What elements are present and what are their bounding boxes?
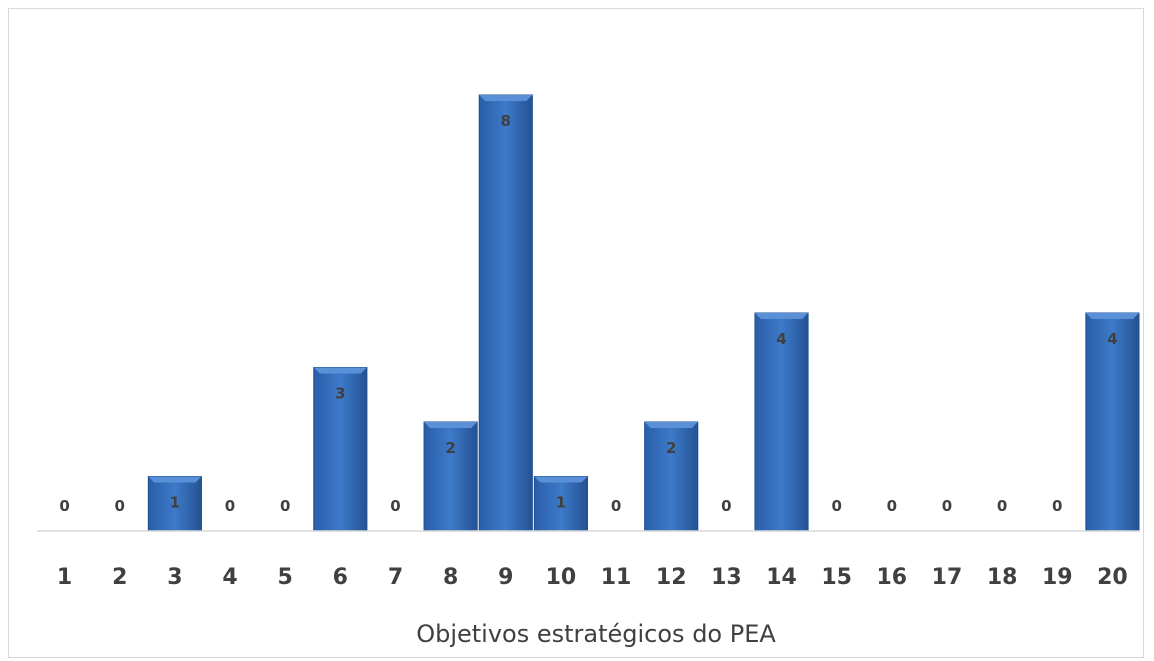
x-tick-6: 6: [333, 565, 348, 590]
bar-bevel: [148, 476, 202, 483]
data-label-2: 0: [115, 497, 125, 515]
data-label-14: 4: [776, 330, 786, 348]
data-label-9: 8: [501, 112, 511, 130]
x-tick-20: 20: [1097, 565, 1128, 590]
bar-6: [313, 367, 368, 532]
bar-rect: [754, 312, 809, 532]
chart-frame: [8, 8, 1144, 658]
x-tick-15: 15: [821, 565, 852, 590]
bar-bevel: [534, 476, 588, 483]
x-tick-5: 5: [278, 565, 293, 590]
bar-9: [478, 94, 533, 532]
x-tick-14: 14: [766, 565, 797, 590]
x-tick-3: 3: [167, 565, 182, 590]
data-label-13: 0: [721, 497, 731, 515]
bar-20: [1085, 312, 1140, 532]
data-label-8: 2: [445, 439, 455, 457]
bar-8: [423, 421, 478, 532]
bar-3: [147, 476, 202, 532]
data-label-6: 3: [335, 385, 345, 403]
data-label-5: 0: [280, 497, 290, 515]
data-label-10: 1: [556, 494, 566, 512]
data-label-7: 0: [390, 497, 400, 515]
bar-bevel: [424, 422, 478, 428]
data-label-20: 4: [1107, 330, 1117, 348]
x-tick-9: 9: [498, 565, 513, 590]
bar-rect: [1085, 312, 1140, 532]
x-tick-13: 13: [711, 565, 742, 590]
bar-12: [644, 421, 699, 532]
x-tick-16: 16: [877, 565, 908, 590]
x-tick-11: 11: [601, 565, 632, 590]
data-label-3: 1: [170, 494, 180, 512]
x-tick-labels: 1 2 3 4 5 6 7 8 9 10 11 12 13 14 15 16 17 18 19 20: [57, 565, 1128, 590]
bars-group: 0 0 1 0 0 3 0 2 8 1 0 2 0 4 0 0 0 0 0 4: [59, 94, 1140, 532]
x-tick-19: 19: [1042, 565, 1073, 590]
x-tick-12: 12: [656, 565, 687, 590]
x-tick-10: 10: [546, 565, 577, 590]
x-tick-7: 7: [388, 565, 403, 590]
x-axis-title: Objetivos estratégicos do PEA: [416, 620, 776, 648]
data-label-1: 0: [59, 497, 69, 515]
bar-rect: [644, 421, 699, 532]
data-label-19: 0: [1052, 497, 1062, 515]
data-label-4: 0: [225, 497, 235, 515]
bar-bevel: [644, 422, 698, 428]
bar-bevel: [479, 95, 533, 101]
bar-rect: [313, 367, 368, 532]
x-tick-4: 4: [222, 565, 237, 590]
data-label-17: 0: [942, 497, 952, 515]
data-label-11: 0: [611, 497, 621, 515]
bar-bevel: [1085, 313, 1139, 319]
bar-bevel: [754, 313, 809, 319]
bar-rect: [147, 476, 202, 532]
data-label-18: 0: [997, 497, 1007, 515]
x-tick-8: 8: [443, 565, 458, 590]
data-label-16: 0: [887, 497, 897, 515]
bar-bevel: [313, 367, 367, 374]
bar-rect: [478, 94, 533, 532]
x-tick-1: 1: [57, 565, 72, 590]
x-tick-17: 17: [932, 565, 963, 590]
bar-10: [533, 476, 588, 532]
data-label-12: 2: [666, 439, 676, 457]
data-label-15: 0: [831, 497, 841, 515]
x-tick-2: 2: [112, 565, 127, 590]
bar-14: [754, 312, 809, 532]
x-tick-18: 18: [987, 565, 1018, 590]
